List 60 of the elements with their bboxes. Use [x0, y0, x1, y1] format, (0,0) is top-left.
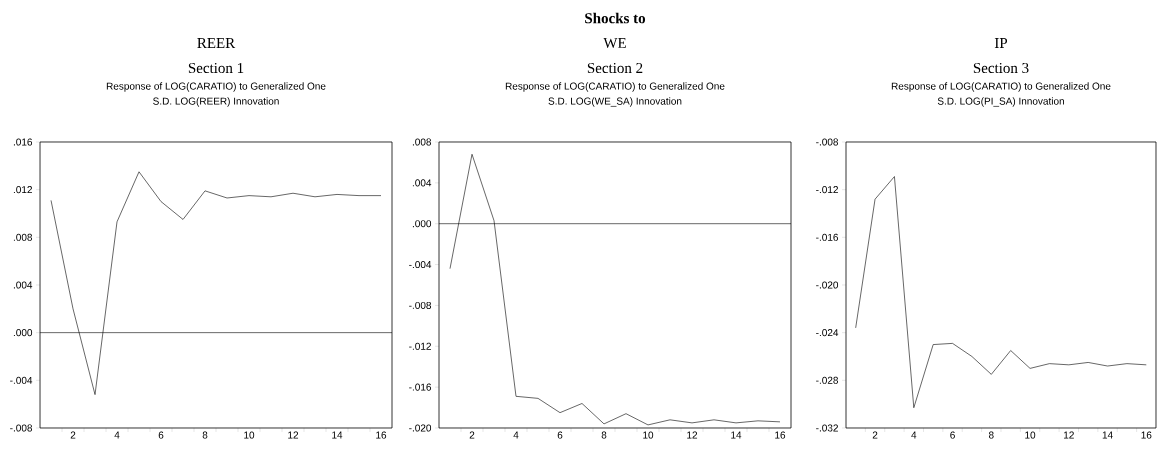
text: Section 2 — [587, 62, 643, 74]
text: Section 1 — [188, 62, 244, 74]
x-tick-label: 6 — [557, 431, 563, 439]
x-tick-label: 10 — [244, 431, 255, 439]
x-tick-label: 4 — [911, 431, 917, 439]
x-tick-label: 2 — [70, 431, 76, 439]
chart-title: Response of LOG(CARATIO) to Generalized One — [891, 82, 1111, 92]
x-tick-label: 6 — [950, 431, 955, 439]
x-tick-label: 12 — [1064, 431, 1074, 439]
y-tick-label: -.008 — [816, 138, 839, 146]
chart-subtitle: S.D. LOG(REER) Innovation — [153, 97, 279, 107]
y-tick-label: -.008 — [10, 424, 33, 432]
x-tick-label: 2 — [872, 431, 878, 439]
y-tick-label: .016 — [13, 138, 33, 146]
chart-title: Response of LOG(CARATIO) to Generalized One — [106, 82, 326, 92]
x-tick-label: 8 — [202, 431, 208, 439]
y-tick-label: -.008 — [409, 301, 432, 309]
text: Section 3 — [973, 62, 1029, 74]
text: REER — [197, 38, 236, 48]
x-tick-label: 8 — [601, 431, 607, 439]
y-tick-label: .012 — [13, 186, 32, 194]
y-tick-label: -.004 — [10, 376, 33, 384]
y-tick-label: -.020 — [816, 281, 839, 289]
y-tick-label: .008 — [412, 138, 432, 146]
y-tick-label: -.016 — [816, 233, 839, 241]
x-tick-label: 16 — [1141, 431, 1152, 439]
x-tick-label: 4 — [513, 431, 519, 439]
x-tick-label: 12 — [288, 431, 299, 439]
x-tick-label: 14 — [1102, 431, 1113, 439]
y-tick-label: -.032 — [816, 424, 838, 432]
y-tick-label: .008 — [13, 233, 33, 241]
x-tick-label: 10 — [643, 431, 654, 439]
chart-subtitle: S.D. LOG(PI_SA) Innovation — [937, 97, 1064, 107]
y-tick-label: .004 — [13, 281, 33, 289]
x-tick-label: 8 — [988, 431, 994, 439]
x-tick-label: 4 — [114, 431, 120, 439]
x-tick-label: 16 — [376, 431, 387, 439]
y-tick-label: -.028 — [816, 376, 839, 384]
text: Shocks to — [585, 12, 646, 24]
text: IP — [994, 38, 1008, 48]
x-tick-label: 6 — [158, 431, 164, 439]
text: WE — [603, 37, 626, 49]
y-tick-label: .000 — [13, 329, 33, 337]
y-tick-label: -.004 — [409, 261, 432, 269]
x-tick-label: 12 — [687, 431, 698, 439]
x-tick-label: 14 — [731, 431, 742, 439]
y-tick-label: .000 — [412, 220, 432, 228]
chart-title: Response of LOG(CARATIO) to Generalized One — [505, 82, 725, 92]
y-tick-label: -.020 — [409, 424, 432, 432]
y-tick-label: -.012 — [816, 186, 838, 194]
y-tick-label: -.016 — [409, 383, 432, 391]
x-tick-label: 10 — [1025, 431, 1036, 439]
chart-subtitle: S.D. LOG(WE_SA) Innovation — [548, 97, 682, 107]
y-tick-label: .004 — [412, 179, 432, 187]
line-series — [855, 176, 1147, 409]
x-tick-label: 14 — [332, 431, 343, 439]
y-tick-label: -.024 — [816, 329, 839, 337]
x-tick-label: 16 — [775, 431, 786, 439]
x-tick-label: 2 — [469, 431, 475, 439]
y-tick-label: -.012 — [409, 342, 431, 350]
